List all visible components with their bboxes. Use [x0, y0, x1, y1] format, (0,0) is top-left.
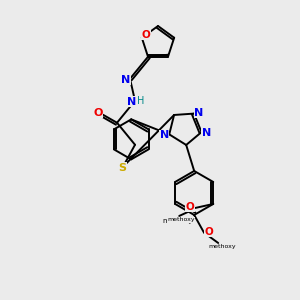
- Text: N: N: [194, 108, 204, 118]
- Text: methoxy: methoxy: [167, 218, 195, 223]
- Text: N: N: [202, 128, 211, 138]
- Text: N: N: [128, 97, 136, 107]
- Text: N: N: [122, 75, 130, 85]
- Text: methoxy: methoxy: [208, 244, 236, 250]
- Text: N: N: [160, 130, 169, 140]
- Text: O: O: [186, 202, 195, 212]
- Text: S: S: [118, 163, 126, 173]
- Text: methoxy: methoxy: [162, 218, 193, 224]
- Text: O: O: [93, 108, 103, 118]
- Text: O: O: [205, 227, 214, 237]
- Text: H: H: [137, 96, 145, 106]
- Text: O: O: [142, 30, 150, 40]
